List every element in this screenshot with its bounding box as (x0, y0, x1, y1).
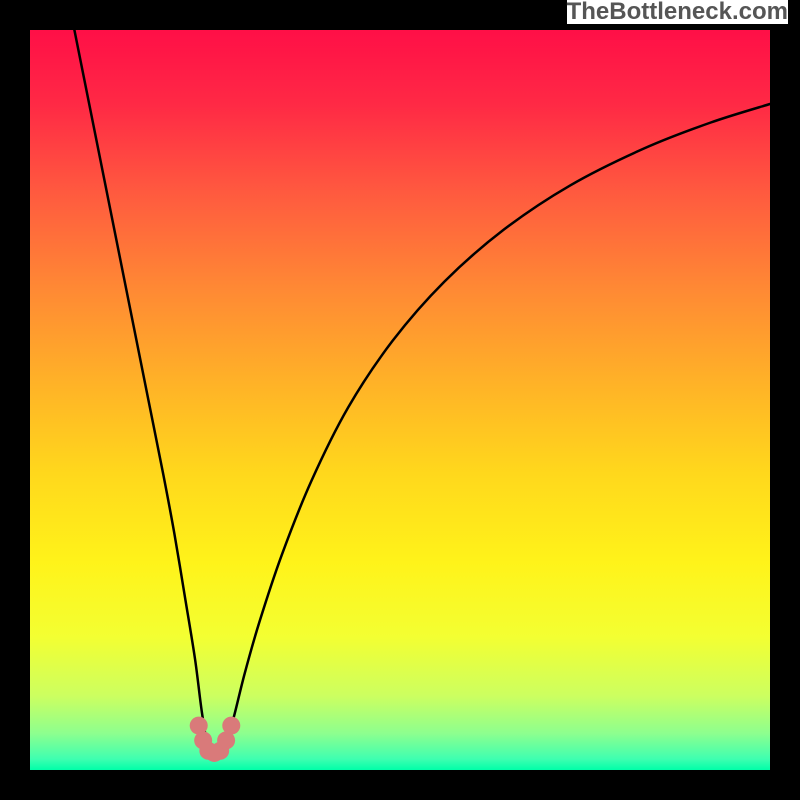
plot-svg (0, 0, 800, 800)
watermark-text: TheBottleneck.com (567, 0, 788, 24)
highlight-dot (222, 717, 240, 735)
chart-frame: TheBottleneck.com (0, 0, 800, 800)
